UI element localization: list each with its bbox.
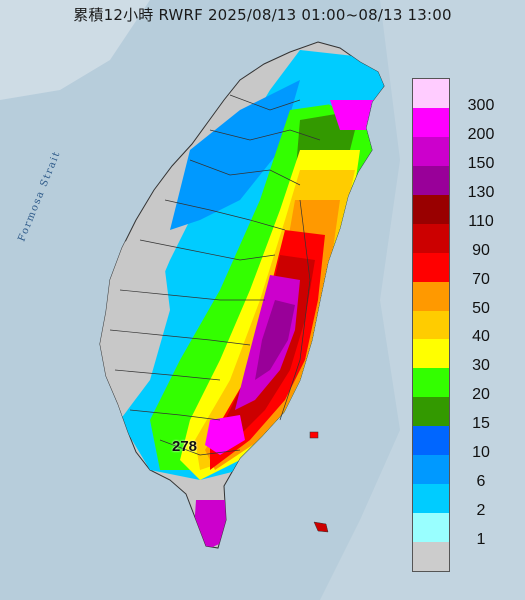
legend-swatch [413, 223, 449, 254]
peak-value-label: 278 [172, 438, 198, 455]
legend-swatch [413, 426, 449, 456]
legend-label: 10 [472, 444, 490, 462]
legend-swatch [413, 136, 449, 167]
legend-swatch [413, 339, 449, 369]
legend-label: 130 [467, 183, 495, 201]
legend-label: 150 [467, 154, 495, 172]
legend-label: 30 [472, 357, 490, 375]
legend-swatch [413, 107, 449, 138]
legend-label: 300 [467, 96, 495, 114]
legend-swatch [413, 281, 449, 312]
cloud-patch-nw [0, 0, 150, 100]
rain-zone-none-west [100, 230, 170, 420]
legend-label: 6 [476, 473, 486, 491]
legend-swatch [413, 310, 449, 340]
rain-zone-6 [170, 80, 300, 230]
orchid-island [313, 521, 329, 533]
legend-label: 1 [476, 531, 486, 549]
legend-swatch [413, 484, 449, 514]
legend-label: 90 [472, 241, 490, 259]
legend-label: 40 [472, 328, 490, 346]
legend-label: 20 [472, 386, 490, 404]
rainfall-legend [412, 78, 450, 572]
legend-swatch [413, 455, 449, 485]
rain-zone-ne-peak [330, 100, 378, 130]
legend-swatch [413, 252, 449, 283]
rain-zone-200 [205, 415, 245, 455]
legend-swatch [413, 397, 449, 427]
legend-swatch [413, 513, 449, 543]
rainfall-fields [100, 50, 384, 548]
legend-swatch [413, 542, 449, 572]
legend-label: 50 [472, 299, 490, 317]
legend-swatch [413, 194, 449, 225]
legend-label: 70 [472, 270, 490, 288]
county-boundaries [109, 94, 321, 456]
map-title: 累積12小時 RWRF 2025/08/13 01:00~08/13 13:00 [73, 6, 452, 24]
legend-swatch [413, 368, 449, 398]
legend-label: 200 [467, 125, 495, 143]
legend-label: 15 [472, 415, 490, 433]
legend-swatch [413, 79, 449, 109]
legend-label: 2 [476, 502, 486, 520]
legend-label: 110 [468, 212, 494, 230]
green-island [309, 431, 319, 439]
legend-swatch [413, 165, 449, 196]
rain-zone-ne-coast [300, 50, 384, 110]
rain-zone-130 [255, 300, 295, 380]
